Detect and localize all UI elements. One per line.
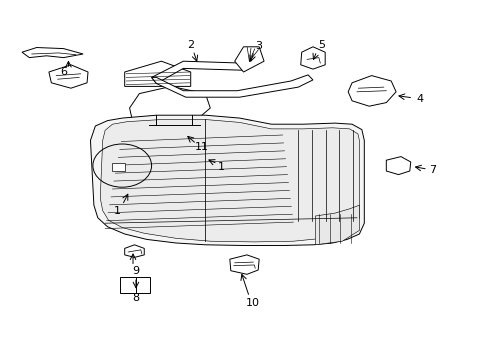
Text: 2: 2	[187, 40, 194, 50]
Text: 3: 3	[254, 41, 261, 51]
Polygon shape	[90, 115, 364, 246]
Text: 7: 7	[428, 165, 435, 175]
Polygon shape	[22, 48, 83, 58]
Polygon shape	[229, 255, 259, 274]
Polygon shape	[234, 47, 264, 72]
Text: 9: 9	[132, 266, 139, 276]
Polygon shape	[100, 120, 359, 242]
Text: 11: 11	[194, 142, 208, 152]
Polygon shape	[151, 61, 242, 84]
Polygon shape	[386, 157, 410, 175]
Polygon shape	[300, 47, 325, 69]
Text: 1: 1	[114, 206, 121, 216]
Text: 6: 6	[60, 67, 67, 77]
Polygon shape	[49, 65, 88, 88]
Text: 1: 1	[218, 162, 224, 172]
Polygon shape	[124, 61, 190, 86]
Text: 5: 5	[318, 40, 325, 50]
FancyBboxPatch shape	[112, 163, 125, 171]
Text: 4: 4	[415, 94, 422, 104]
Text: 8: 8	[132, 293, 139, 303]
Polygon shape	[124, 245, 144, 257]
Polygon shape	[151, 75, 312, 97]
Polygon shape	[315, 205, 359, 245]
Polygon shape	[129, 86, 210, 128]
Text: 10: 10	[246, 298, 260, 309]
FancyBboxPatch shape	[120, 277, 149, 293]
Polygon shape	[347, 76, 395, 106]
